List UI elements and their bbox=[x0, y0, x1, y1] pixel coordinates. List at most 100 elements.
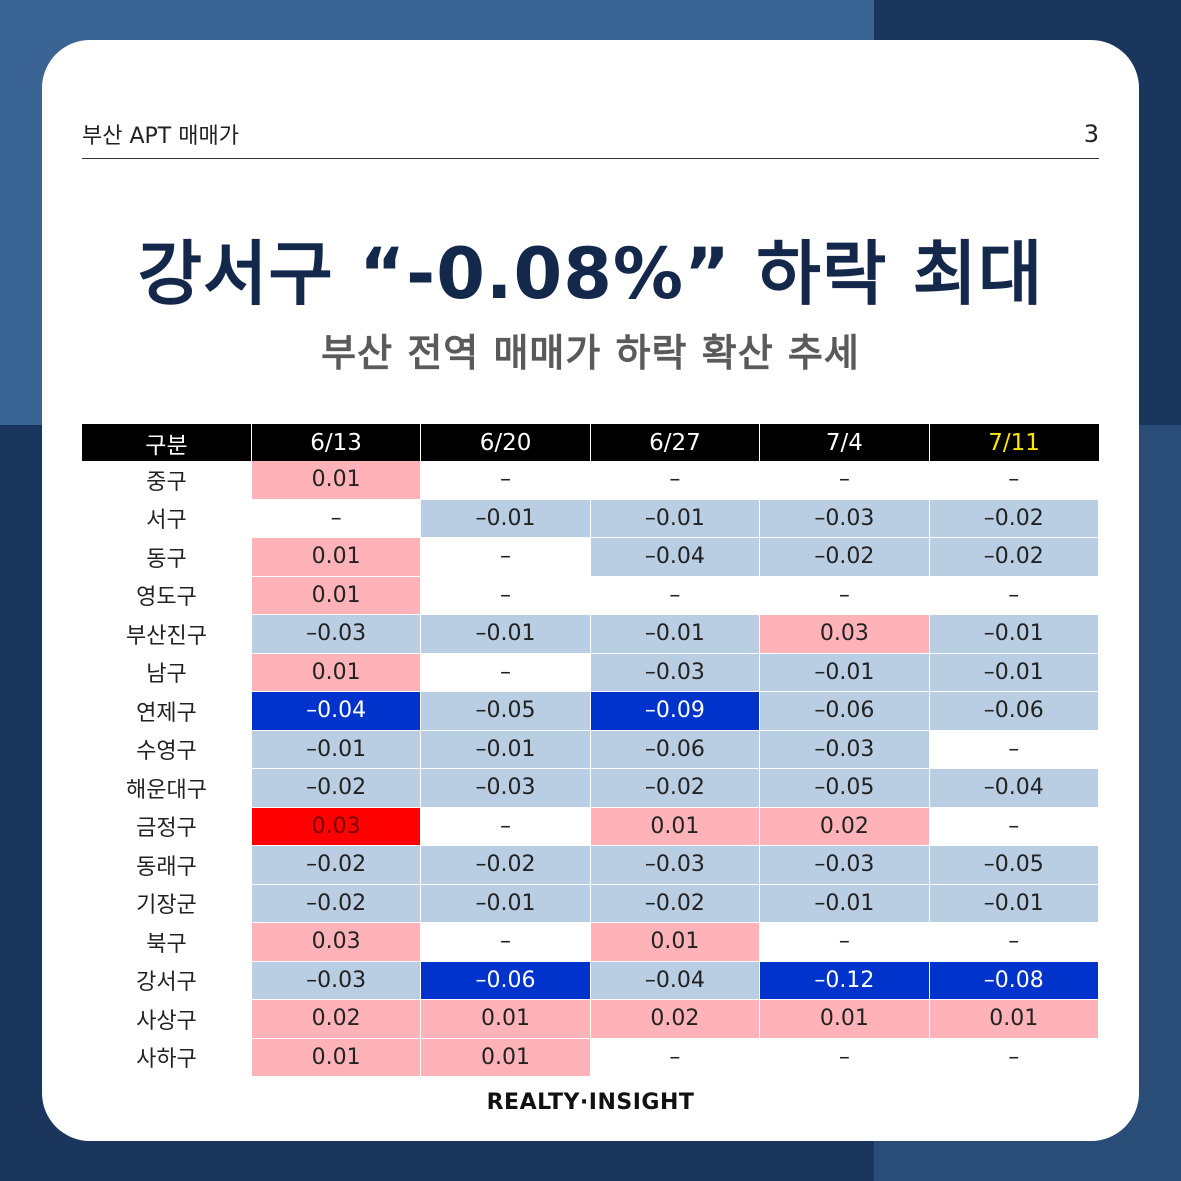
table-cell-value: –0.05 bbox=[420, 691, 591, 731]
table-cell-value: 0.01 bbox=[590, 807, 761, 846]
table-cell-value: –0.01 bbox=[929, 653, 1100, 692]
column-header-week: 7/4 bbox=[759, 424, 930, 461]
table-cell-value: 0.01 bbox=[420, 999, 591, 1039]
table-row: 북구 0.03–0.01– – bbox=[82, 922, 1100, 962]
table-cell-value: –0.02 bbox=[759, 537, 930, 577]
table-cell-value: –0.01 bbox=[251, 730, 422, 769]
table-cell-value: –0.03 bbox=[759, 845, 930, 885]
table-cell-value: –0.02 bbox=[251, 768, 422, 808]
table-cell-value: –0.02 bbox=[929, 537, 1100, 577]
table-cell-value: –0.05 bbox=[929, 845, 1100, 885]
table-cell-value: – bbox=[590, 576, 761, 615]
table-cell-value: –0.04 bbox=[251, 691, 422, 731]
table-row: 부산진구 –0.03 –0.01 –0.01 0.03 –0.01 bbox=[82, 614, 1100, 654]
subheadline: 부산 전역 매매가 하락 확산 추세 bbox=[321, 331, 860, 375]
table-row: 강서구 –0.03 –0.06 –0.04 –0.12 –0.08 bbox=[82, 961, 1100, 1000]
table-cell-value: –0.03 bbox=[251, 961, 422, 1000]
table-cell-value: –0.08 bbox=[929, 961, 1100, 1000]
table-row: 중구 0.01– – – – bbox=[82, 461, 1100, 500]
table-cell-value: –0.01 bbox=[420, 730, 591, 769]
table-cell-value: 0.01 bbox=[251, 1038, 422, 1077]
page-header: 부산 APT 매매가 3 bbox=[82, 118, 1099, 159]
table-cell-value: –0.06 bbox=[590, 730, 761, 769]
row-district-name: 영도구 bbox=[82, 576, 252, 615]
row-district-name: 동구 bbox=[82, 537, 252, 577]
row-district-name: 남구 bbox=[82, 653, 252, 692]
table-cell-value: 0.01 bbox=[251, 653, 422, 692]
table-cell-value: –0.01 bbox=[929, 884, 1100, 923]
table-cell-value: 0.01 bbox=[251, 461, 422, 500]
table-row: 연제구 –0.04 –0.05 –0.09 –0.06 –0.06 bbox=[82, 691, 1100, 731]
table-cell-value: –0.01 bbox=[759, 884, 930, 923]
row-district-name: 부산진구 bbox=[82, 614, 252, 654]
content-card: 부산 APT 매매가 3 강서구 “-0.08%” 하락 최대 부산 전역 매매… bbox=[42, 40, 1139, 1141]
table-cell-value: –0.12 bbox=[759, 961, 930, 1000]
table-cell-value: –0.02 bbox=[251, 845, 422, 885]
column-header-week: 6/20 bbox=[420, 424, 591, 461]
table-cell-value: –0.06 bbox=[759, 691, 930, 731]
table-cell-value: –0.04 bbox=[929, 768, 1100, 808]
table-cell-value: –0.02 bbox=[251, 884, 422, 923]
table-cell-value: – bbox=[420, 807, 591, 846]
table-cell-value: –0.02 bbox=[590, 768, 761, 808]
table-cell-value: 0.01 bbox=[590, 922, 761, 962]
table-cell-value: –0.02 bbox=[590, 884, 761, 923]
table-cell-value: – bbox=[420, 922, 591, 962]
table-cell-value: –0.01 bbox=[929, 614, 1100, 654]
table-body: 중구 0.01– – – – 서구 – –0.01 –0.01 –0.03 –0.02 동구 0.01–… bbox=[82, 461, 1100, 1077]
table-cell-value: – bbox=[759, 461, 930, 500]
table-row: 서구 – –0.01 –0.01 –0.03 –0.02 bbox=[82, 499, 1100, 538]
row-district-name: 수영구 bbox=[82, 730, 252, 769]
footer-brand: REALTY·INSIGHT bbox=[486, 1090, 695, 1115]
column-header-week: 6/27 bbox=[590, 424, 761, 461]
row-district-name: 강서구 bbox=[82, 961, 252, 1000]
table-cell-value: – bbox=[929, 922, 1100, 962]
table-cell-value: – bbox=[929, 730, 1100, 769]
table-cell-value: 0.02 bbox=[759, 807, 930, 846]
table-row: 수영구 –0.01 –0.01 –0.06 –0.03– bbox=[82, 730, 1100, 769]
table-cell-value: – bbox=[420, 576, 591, 615]
table-cell-value: –0.01 bbox=[420, 499, 591, 538]
table-cell-value: –0.02 bbox=[929, 499, 1100, 538]
table-row: 동래구 –0.02 –0.02 –0.03 –0.03 –0.05 bbox=[82, 845, 1100, 885]
table-cell-value: –0.09 bbox=[590, 691, 761, 731]
table-cell-value: – bbox=[759, 1038, 930, 1077]
table-cell-value: – bbox=[420, 461, 591, 500]
headline: 강서구 “-0.08%” 하락 최대 bbox=[137, 233, 1044, 315]
table-cell-value: 0.03 bbox=[251, 922, 422, 962]
table-row: 남구 0.01– –0.03 –0.01 –0.01 bbox=[82, 653, 1100, 692]
table-row: 기장군 –0.02 –0.01 –0.02 –0.01 –0.01 bbox=[82, 884, 1100, 923]
column-header-latest-week: 7/11 bbox=[929, 424, 1099, 461]
table-cell-value: –0.01 bbox=[420, 884, 591, 923]
table-cell-value: 0.03 bbox=[759, 614, 930, 654]
table-row: 사상구 0.02 0.01 0.02 0.01 0.01 bbox=[82, 999, 1100, 1039]
table-cell-value: 0.01 bbox=[929, 999, 1100, 1039]
table-cell-value: –0.04 bbox=[590, 961, 761, 1000]
table-row: 동구 0.01– –0.04 –0.02 –0.02 bbox=[82, 537, 1100, 577]
table-cell-value: –0.03 bbox=[590, 653, 761, 692]
table-cell-value: –0.06 bbox=[929, 691, 1100, 731]
table-cell-value: – bbox=[759, 922, 930, 962]
table-cell-value: – bbox=[420, 653, 591, 692]
price-change-table: 구분 6/13 6/20 6/27 7/4 7/11 중구 0.01– – – – 서구 –… bbox=[82, 424, 1100, 1077]
table-cell-value: –0.03 bbox=[759, 499, 930, 538]
table-cell-value: –0.04 bbox=[590, 537, 761, 577]
table-cell-value: –0.03 bbox=[590, 845, 761, 885]
column-header-week: 6/13 bbox=[251, 424, 422, 461]
table-cell-value: – bbox=[759, 576, 930, 615]
table-cell-value: 0.01 bbox=[420, 1038, 591, 1077]
table-cell-value: –0.03 bbox=[420, 768, 591, 808]
table-cell-value: – bbox=[251, 499, 422, 538]
row-district-name: 북구 bbox=[82, 922, 252, 962]
row-district-name: 사하구 bbox=[82, 1038, 252, 1077]
table-cell-value: –0.05 bbox=[759, 768, 930, 808]
row-district-name: 기장군 bbox=[82, 884, 252, 923]
table-cell-value: – bbox=[929, 461, 1100, 500]
table-cell-value: 0.01 bbox=[759, 999, 930, 1039]
table-cell-value: – bbox=[929, 576, 1100, 615]
table-cell-value: – bbox=[420, 537, 591, 577]
table-cell-value: –0.06 bbox=[420, 961, 591, 1000]
table-cell-value: –0.03 bbox=[251, 614, 422, 654]
table-cell-value: 0.01 bbox=[251, 537, 422, 577]
table-row: 해운대구 –0.02 –0.03 –0.02 –0.05 –0.04 bbox=[82, 768, 1100, 808]
